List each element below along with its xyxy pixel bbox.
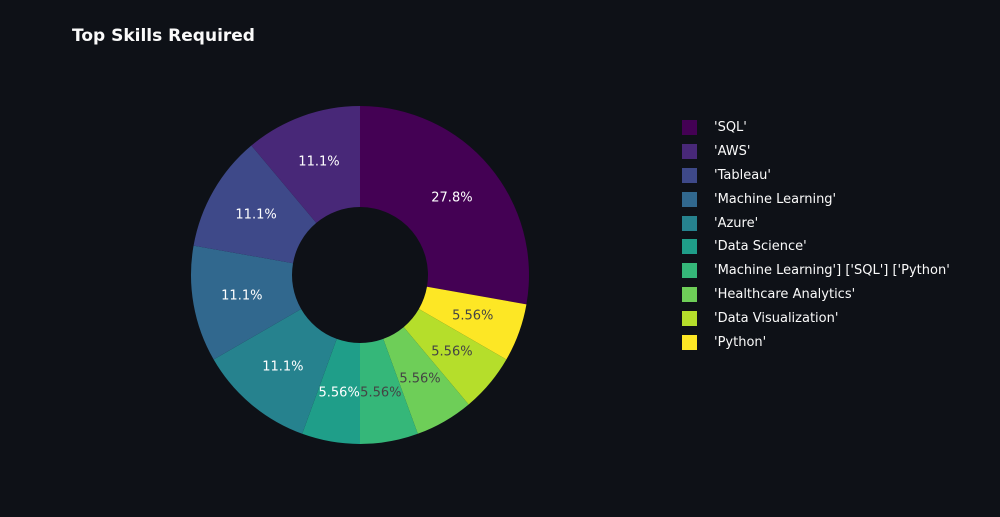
slice-percent-label: 5.56%: [360, 386, 401, 401]
slice-percent-label: 5.56%: [319, 386, 360, 401]
legend-label: 'SQL': [714, 120, 747, 136]
legend-item[interactable]: 'Data Science': [682, 235, 950, 259]
slice-percent-label: 5.56%: [452, 309, 493, 324]
legend-item[interactable]: 'Healthcare Analytics': [682, 283, 950, 307]
slice-percent-label: 5.56%: [431, 345, 472, 360]
legend-item[interactable]: 'AWS': [682, 140, 950, 164]
slice-percent-label: 11.1%: [221, 288, 262, 303]
legend-swatch: [682, 167, 697, 183]
legend-label: 'Tableau': [714, 167, 771, 183]
donut-slice[interactable]: [383, 327, 469, 434]
legend-swatch: [682, 239, 697, 255]
legend-item[interactable]: 'SQL': [682, 116, 950, 140]
legend-swatch: [682, 120, 697, 136]
legend-label: 'Healthcare Analytics': [714, 286, 856, 302]
legend-swatch: [682, 191, 697, 207]
legend-label: 'Data Science': [714, 239, 807, 255]
legend-item[interactable]: 'Python': [682, 330, 950, 354]
legend-label: 'Machine Learning': [714, 191, 837, 207]
slice-percent-label: 11.1%: [262, 359, 303, 374]
legend-label: 'Python': [714, 334, 767, 350]
slice-percent-label: 11.1%: [235, 208, 276, 223]
donut-slice[interactable]: [360, 338, 418, 444]
legend-item[interactable]: 'Azure': [682, 211, 950, 235]
legend-swatch: [682, 286, 697, 302]
chart-title: Top Skills Required: [72, 26, 255, 46]
legend-item[interactable]: 'Tableau': [682, 164, 950, 188]
donut-slice[interactable]: [418, 286, 527, 360]
donut-slice[interactable]: [193, 145, 317, 264]
legend-item[interactable]: 'Machine Learning'] ['SQL'] ['Python': [682, 259, 950, 283]
legend-label: 'Machine Learning'] ['SQL'] ['Python': [714, 263, 950, 279]
legend-label: 'AWS': [714, 144, 751, 160]
donut-slice[interactable]: [360, 106, 529, 305]
legend-swatch: [682, 334, 697, 350]
donut-slice[interactable]: [403, 309, 507, 405]
legend-item[interactable]: 'Machine Learning': [682, 187, 950, 211]
slice-percent-label: 5.56%: [399, 371, 440, 386]
slice-percent-label: 11.1%: [298, 155, 339, 170]
legend-label: 'Data Visualization': [714, 310, 839, 326]
slice-percent-label: 27.8%: [431, 190, 472, 205]
legend-label: 'Azure': [714, 215, 759, 231]
donut-slice[interactable]: [251, 106, 360, 223]
legend-swatch: [682, 215, 697, 231]
donut-slice[interactable]: [191, 245, 302, 360]
legend-swatch: [682, 263, 697, 279]
chart-legend: 'SQL' 'AWS' 'Tableau' 'Machine Learning' 'Az…: [682, 116, 950, 354]
donut-slice[interactable]: [302, 338, 360, 444]
donut-slice[interactable]: [213, 309, 337, 434]
legend-swatch: [682, 310, 697, 326]
legend-swatch: [682, 144, 697, 160]
legend-item[interactable]: 'Data Visualization': [682, 306, 950, 330]
